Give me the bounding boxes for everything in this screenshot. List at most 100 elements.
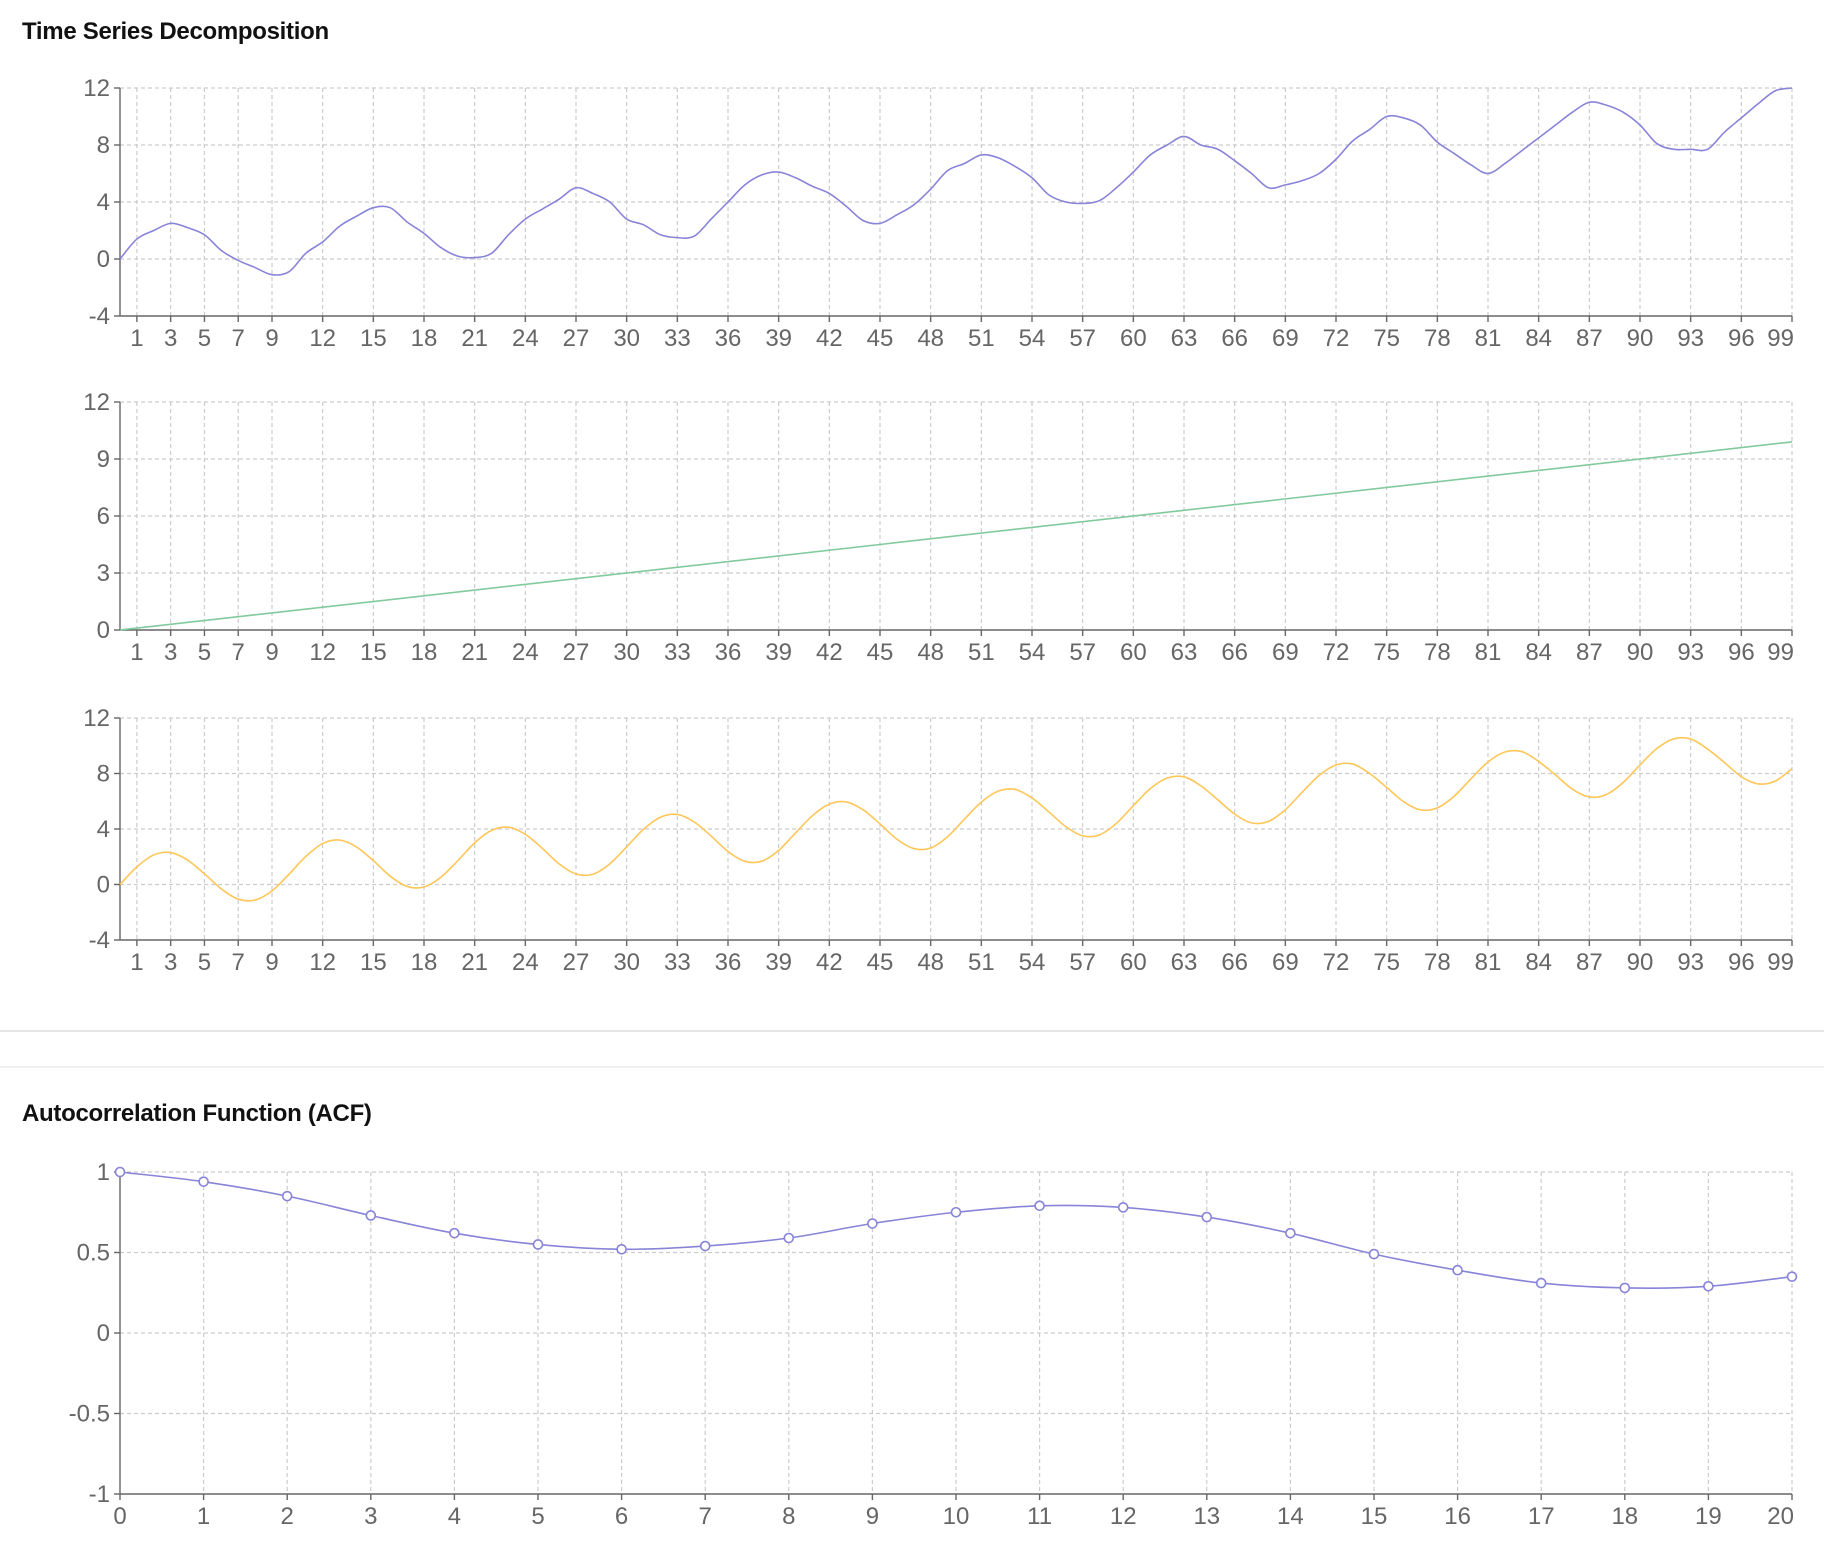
x-tick-label: 9 [265, 325, 278, 352]
data-point[interactable] [616, 1243, 627, 1255]
x-tick-label: 33 [664, 639, 691, 666]
x-tick-label: 20 [1767, 1503, 1794, 1530]
y-tick-label: -1 [89, 1481, 110, 1508]
section-divider [0, 1066, 1824, 1068]
x-tick-label: 66 [1221, 325, 1248, 352]
x-tick-label: 48 [917, 325, 944, 352]
x-tick-label: 2 [281, 1503, 294, 1530]
y-tick-label: 4 [97, 189, 110, 216]
x-tick-label: 84 [1525, 639, 1552, 666]
x-tick-label: 30 [613, 325, 640, 352]
y-tick-label: 4 [97, 816, 110, 843]
x-tick-label: 51 [968, 949, 995, 976]
x-tick-label: 19 [1695, 1503, 1722, 1530]
y-tick-label: 0 [97, 872, 110, 899]
y-tick-label: -0.5 [69, 1401, 110, 1428]
x-tick-label: 69 [1272, 639, 1299, 666]
x-tick-label: 12 [309, 325, 336, 352]
x-tick-label: 7 [232, 949, 245, 976]
x-tick-label: 93 [1677, 949, 1704, 976]
x-tick-label: 12 [309, 949, 336, 976]
data-point[interactable] [532, 1239, 544, 1250]
x-tick-label: 15 [1361, 1503, 1388, 1530]
x-tick-label: 99 [1767, 949, 1794, 976]
data-point[interactable] [1452, 1264, 1463, 1276]
data-point[interactable] [1619, 1282, 1631, 1294]
data-point[interactable] [699, 1240, 711, 1252]
x-tick-label: 10 [943, 1503, 970, 1530]
x-tick-label: 27 [563, 639, 590, 666]
x-tick-label: 0 [113, 1503, 126, 1530]
x-tick-label: 45 [867, 949, 894, 976]
x-tick-label: 90 [1627, 949, 1654, 976]
data-point[interactable] [1368, 1248, 1380, 1260]
x-tick-label: 18 [411, 639, 438, 666]
data-point[interactable] [1285, 1227, 1296, 1239]
data-point[interactable] [198, 1176, 209, 1187]
y-tick-label: 12 [83, 389, 110, 416]
x-tick-label: 33 [664, 949, 691, 976]
x-tick-label: 48 [917, 639, 944, 666]
data-point[interactable] [950, 1206, 962, 1218]
x-tick-label: 57 [1069, 639, 1096, 666]
x-tick-label: 78 [1424, 639, 1451, 666]
x-tick-label: 60 [1120, 639, 1147, 666]
x-tick-label: 75 [1373, 325, 1400, 352]
x-tick-label: 93 [1677, 325, 1704, 352]
x-tick-label: 69 [1272, 325, 1299, 352]
x-tick-label: 1 [130, 325, 143, 352]
data-point[interactable] [281, 1190, 293, 1202]
x-tick-label: 51 [968, 639, 995, 666]
x-tick-label: 57 [1069, 949, 1096, 976]
data-point[interactable] [867, 1218, 878, 1229]
x-tick-label: 54 [1019, 949, 1046, 976]
grid [120, 1171, 1793, 1494]
series-line-observed [119, 87, 1793, 276]
x-tick-label: 7 [232, 639, 245, 666]
x-tick-label: 96 [1728, 325, 1755, 352]
data-point[interactable] [1117, 1202, 1129, 1213]
x-tick-label: 24 [512, 325, 539, 352]
x-tick-label: 78 [1424, 949, 1451, 976]
x-tick-label: 60 [1120, 325, 1147, 352]
grid [120, 87, 1793, 316]
data-point[interactable] [1703, 1281, 1714, 1292]
x-tick-label: 30 [613, 639, 640, 666]
data-point[interactable] [1535, 1277, 1547, 1289]
data-point[interactable] [1201, 1211, 1213, 1223]
series-line-trend [119, 441, 1793, 631]
y-tick-label: 12 [83, 705, 110, 732]
x-tick-label: 33 [664, 325, 691, 352]
grid [120, 717, 1793, 940]
data-point[interactable] [1034, 1200, 1045, 1212]
data-point[interactable] [1786, 1271, 1798, 1282]
x-tick-label: 15 [360, 325, 387, 352]
x-tick-label: 18 [1611, 1503, 1638, 1530]
x-tick-label: 57 [1069, 325, 1096, 352]
data-point[interactable] [783, 1232, 795, 1244]
x-tick-label: 69 [1272, 949, 1299, 976]
data-point[interactable] [449, 1227, 460, 1239]
x-tick-label: 81 [1475, 325, 1502, 352]
x-tick-label: 66 [1221, 639, 1248, 666]
x-tick-label: 14 [1277, 1503, 1304, 1530]
x-tick-label: 84 [1525, 325, 1552, 352]
x-tick-label: 42 [816, 325, 843, 352]
x-tick-label: 8 [782, 1503, 795, 1530]
y-tick-label: 0 [97, 246, 110, 273]
x-tick-label: 99 [1767, 325, 1794, 352]
x-tick-label: 96 [1728, 949, 1755, 976]
x-tick-label: 75 [1373, 639, 1400, 666]
x-tick-label: 1 [130, 639, 143, 666]
x-tick-label: 12 [1110, 1503, 1137, 1530]
x-tick-label: 42 [816, 949, 843, 976]
x-tick-label: 39 [765, 949, 792, 976]
data-point[interactable] [114, 1166, 126, 1178]
x-tick-label: 39 [765, 639, 792, 666]
x-tick-label: 13 [1193, 1503, 1220, 1530]
x-tick-label: 7 [232, 325, 245, 352]
data-point[interactable] [365, 1210, 377, 1221]
x-tick-label: 1 [130, 949, 143, 976]
x-tick-label: 5 [198, 949, 211, 976]
